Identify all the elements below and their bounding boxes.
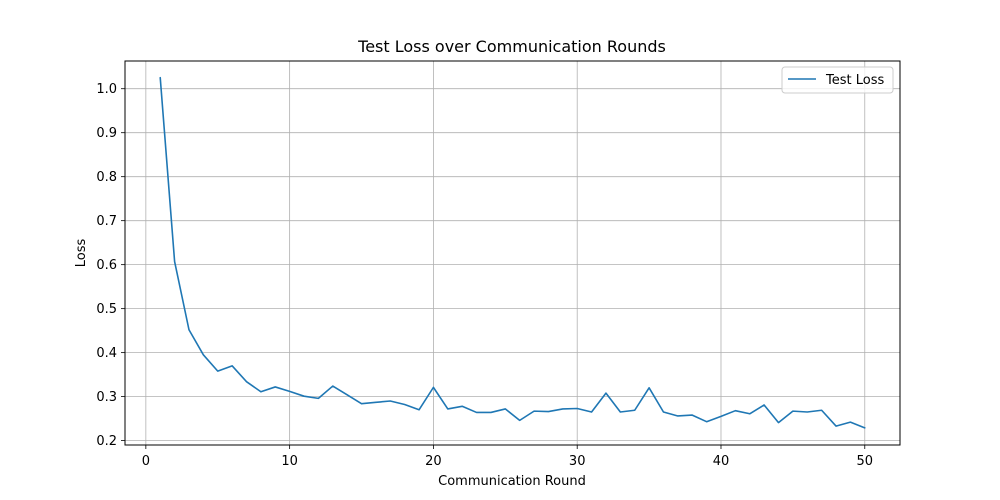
y-tick-label: 0.9 <box>96 126 117 141</box>
y-axis-label: Loss <box>74 239 89 268</box>
legend-label-test-loss: Test Loss <box>825 73 884 88</box>
series-line-test-loss <box>159 76 866 429</box>
y-tick-label: 0.5 <box>96 302 117 317</box>
x-tick-label: 50 <box>856 454 873 469</box>
legend-box <box>781 66 894 94</box>
y-tick-label: 0.3 <box>96 390 117 405</box>
x-tick-label: 40 <box>713 454 730 469</box>
y-tick-label: 0.2 <box>96 434 117 449</box>
x-tick-label: 30 <box>569 454 586 469</box>
y-tick-label: 0.7 <box>96 214 117 229</box>
y-axis: 0.2 0.3 0.4 0.5 0.6 0.7 0.8 0.9 1.0 <box>96 82 125 449</box>
y-tick-label: 0.6 <box>96 258 117 273</box>
y-tick-label: 1.0 <box>96 82 117 97</box>
x-tick-label: 20 <box>425 454 442 469</box>
grid-lines <box>125 61 900 445</box>
legend: Test Loss <box>781 66 894 94</box>
plot-area <box>124 60 901 446</box>
x-axis: 0 10 20 30 40 50 <box>142 445 873 469</box>
chart-title: Test Loss over Communication Rounds <box>357 37 666 56</box>
series-layer <box>159 76 866 429</box>
x-tick-label: 10 <box>281 454 298 469</box>
x-tick-label: 0 <box>142 454 150 469</box>
y-tick-label: 0.8 <box>96 170 117 185</box>
y-tick-label: 0.4 <box>96 346 117 361</box>
x-axis-label: Communication Round <box>438 474 586 489</box>
